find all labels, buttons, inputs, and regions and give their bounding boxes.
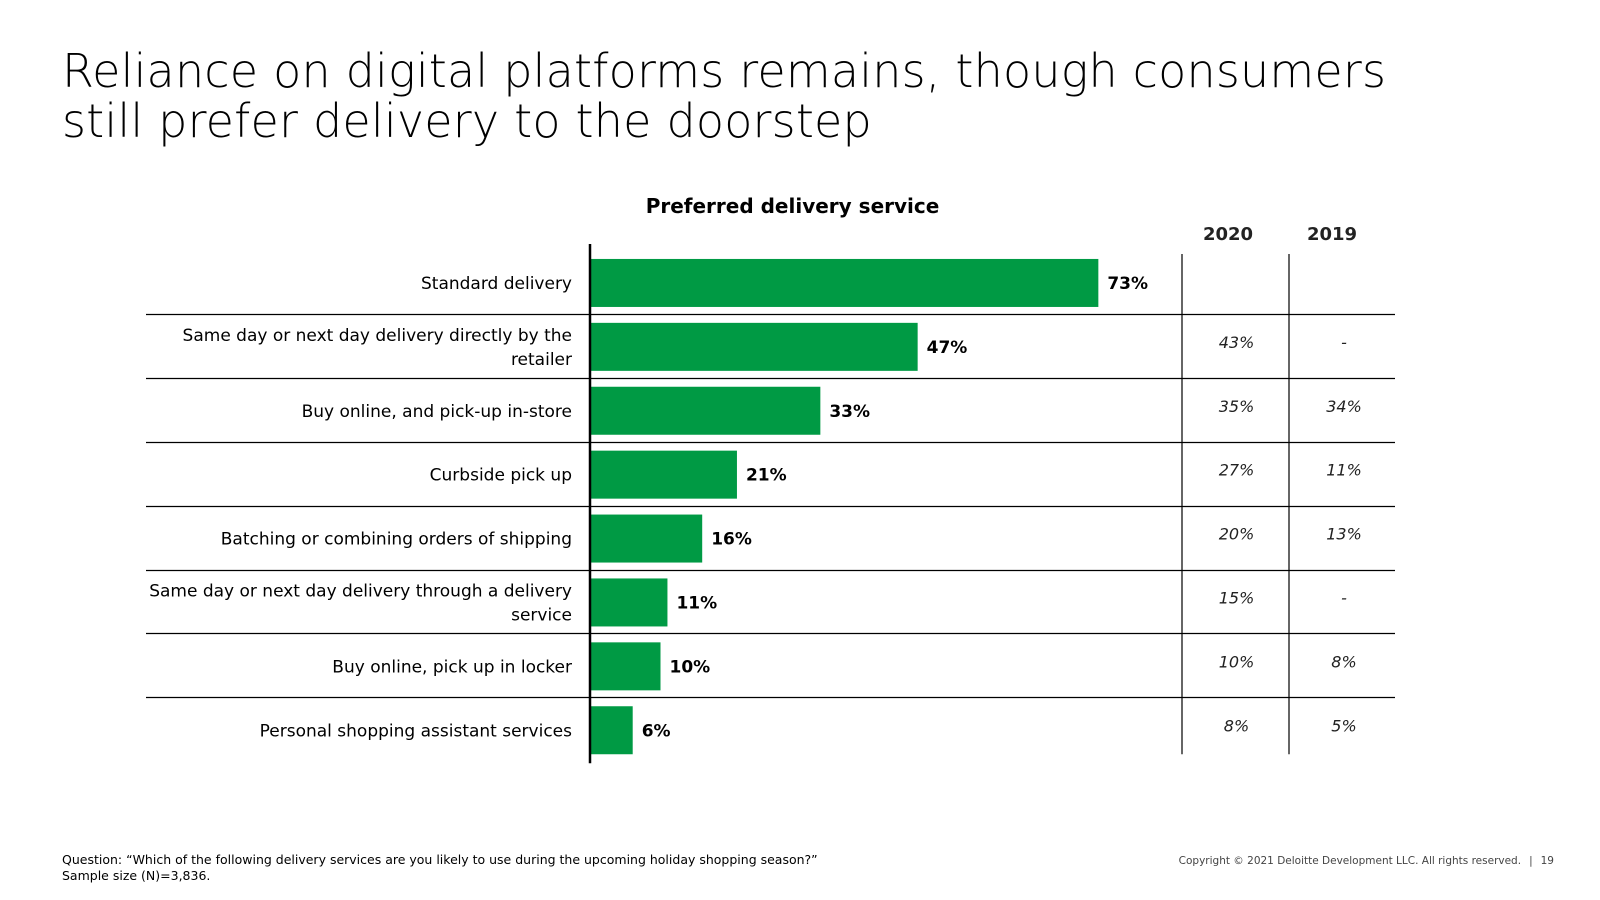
- bar-value-label: 21%: [746, 466, 787, 486]
- page-number: 19: [1540, 855, 1554, 867]
- chart-title: Preferred delivery service: [645, 194, 940, 218]
- bar: [591, 258, 1099, 307]
- copyright-text: Copyright © 2021 Deloitte Development LL…: [1178, 855, 1522, 867]
- survey-question: Question: “Which of the following delive…: [62, 852, 818, 867]
- copyright: Copyright © 2021 Deloitte Development LL…: [1178, 855, 1554, 867]
- category-label: Curbside pick up: [430, 466, 572, 486]
- bar: [591, 450, 737, 499]
- sample-size: Sample size (N)=3,836.: [62, 868, 211, 883]
- cell-2020: 10%: [1219, 652, 1255, 671]
- cell-2019: 8%: [1331, 652, 1356, 671]
- bar-value-label: 6%: [642, 721, 671, 741]
- cell-2020: 43%: [1219, 333, 1255, 352]
- bar: [591, 706, 633, 755]
- cell-2020: 35%: [1219, 397, 1255, 416]
- bar: [591, 578, 668, 627]
- bar-value-label: 33%: [829, 402, 870, 422]
- cell-2020: 27%: [1219, 461, 1255, 480]
- bar: [591, 514, 703, 563]
- bar-value-label: 11%: [676, 593, 717, 613]
- category-label: Same day or next day delivery through a …: [149, 581, 572, 601]
- category-label: Buy online, and pick-up in-store: [302, 402, 572, 422]
- cell-2019: -: [1341, 588, 1347, 607]
- cell-2019: 11%: [1326, 461, 1362, 480]
- cell-2020: 20%: [1219, 525, 1255, 544]
- slide-title: Reliance on digital platforms remains, t…: [62, 44, 1387, 148]
- bar: [591, 386, 821, 435]
- category-label: retailer: [511, 350, 572, 370]
- cell-2019: 34%: [1326, 397, 1362, 416]
- column-header-2019: 2019: [1306, 224, 1358, 245]
- bar: [591, 642, 661, 691]
- bar-value-label: 73%: [1107, 274, 1148, 294]
- category-label: Buy online, pick up in locker: [332, 657, 572, 677]
- bar-value-label: 10%: [670, 657, 711, 677]
- cell-2020: 15%: [1219, 588, 1255, 607]
- category-label: Same day or next day delivery directly b…: [183, 326, 572, 346]
- footnote: Question: “Which of the following delive…: [62, 852, 818, 884]
- category-label: Personal shopping assistant services: [260, 721, 573, 741]
- bar-value-label: 47%: [927, 338, 968, 358]
- column-header-2020: 2020: [1202, 224, 1254, 245]
- cell-2019: -: [1341, 333, 1347, 352]
- bar: [591, 322, 918, 371]
- category-label: Standard delivery: [421, 274, 572, 294]
- category-label: service: [511, 605, 572, 625]
- category-label: Batching or combining orders of shipping: [221, 530, 572, 550]
- cell-2019: 5%: [1331, 716, 1356, 735]
- cell-2019: 13%: [1326, 525, 1362, 544]
- cell-2020: 8%: [1224, 716, 1249, 735]
- bar-value-label: 16%: [711, 530, 752, 550]
